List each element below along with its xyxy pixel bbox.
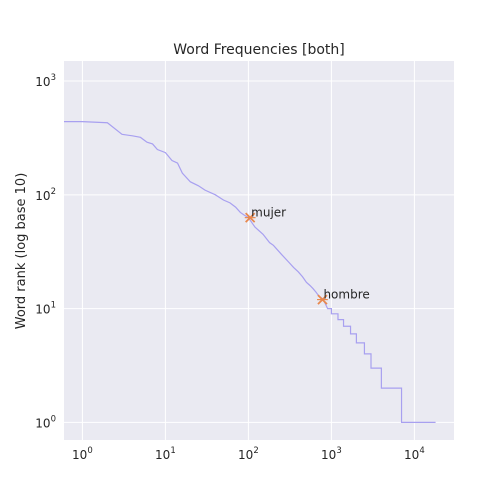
y-tick-label: 102 (35, 187, 56, 203)
chart-title: Word Frequencies [both] (173, 42, 344, 58)
annotation-marker (317, 294, 328, 305)
y-tick-label: 100 (35, 414, 56, 430)
annotation-label: mujer (251, 206, 286, 220)
y-axis-label: Word rank (log base 10) (14, 173, 29, 330)
annotation-marker (244, 212, 256, 223)
x-tick-label: 103 (321, 446, 342, 462)
grid-lines (64, 61, 454, 440)
x-tick-label: 101 (155, 446, 176, 462)
x-tick-labels: 100 101 102 103 104 (72, 446, 425, 462)
y-tick-label: 101 (35, 301, 56, 317)
y-tick-labels: 100 101 102 103 (35, 73, 56, 430)
series-line (64, 121, 436, 423)
annotation-label: hombre (323, 288, 369, 302)
y-tick-label: 103 (35, 73, 56, 89)
x-tick-label: 104 (404, 446, 425, 462)
x-tick-label: 102 (238, 446, 259, 462)
x-tick-label: 100 (72, 446, 93, 462)
annotation-markers: mujer hombre (244, 206, 370, 305)
plot-background (64, 61, 454, 440)
